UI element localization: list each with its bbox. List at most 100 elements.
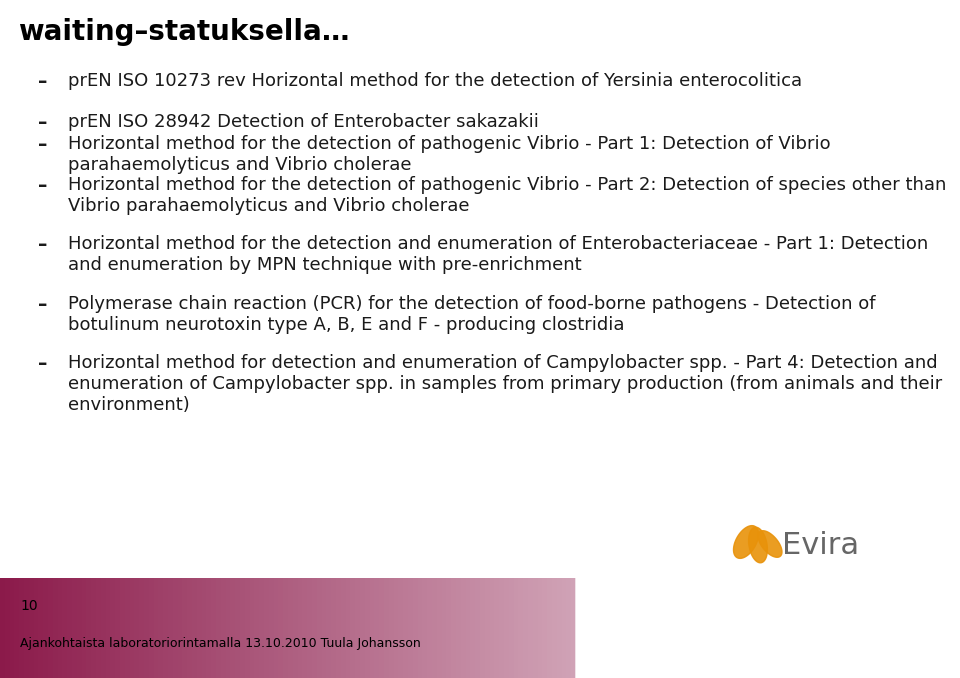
Bar — [62, 578, 67, 678]
Bar — [341, 578, 346, 678]
Bar — [782, 578, 787, 678]
Bar — [139, 578, 144, 678]
Bar — [470, 578, 475, 678]
Bar — [792, 578, 797, 678]
Polygon shape — [758, 531, 782, 557]
Bar — [403, 578, 408, 678]
Bar — [58, 578, 62, 678]
Text: 10: 10 — [20, 599, 37, 613]
Bar — [370, 578, 374, 678]
Text: prEN ISO 28942 Detection of Enterobacter sakazakii: prEN ISO 28942 Detection of Enterobacter… — [68, 113, 539, 131]
Bar — [806, 578, 811, 678]
Bar — [922, 578, 926, 678]
Bar — [869, 578, 874, 678]
Bar — [226, 578, 230, 678]
Text: Evira: Evira — [782, 530, 859, 559]
Bar — [490, 578, 494, 678]
Bar — [802, 578, 806, 678]
Bar — [274, 578, 278, 678]
Polygon shape — [576, 538, 960, 678]
Bar — [298, 578, 302, 678]
Bar — [115, 578, 120, 678]
Bar — [302, 578, 307, 678]
Bar — [326, 578, 331, 678]
Text: prEN ISO 10273 rev Horizontal method for the detection of Yersinia enterocolitic: prEN ISO 10273 rev Horizontal method for… — [68, 72, 803, 90]
Bar — [192, 578, 197, 678]
Bar — [312, 578, 317, 678]
Text: Ajankohtaista laboratoriorintamalla 13.10.2010 Tuula Johansson: Ajankohtaista laboratoriorintamalla 13.1… — [20, 637, 420, 650]
Bar — [571, 578, 576, 678]
Text: –: – — [38, 235, 47, 254]
Bar — [691, 578, 696, 678]
Bar — [144, 578, 149, 678]
Bar — [672, 578, 677, 678]
Bar — [528, 578, 533, 678]
Text: –: – — [38, 354, 47, 373]
Bar — [427, 578, 432, 678]
Bar — [710, 578, 715, 678]
Bar — [168, 578, 173, 678]
Bar — [581, 578, 586, 678]
Bar — [91, 578, 96, 678]
Bar — [173, 578, 178, 678]
Bar — [902, 578, 907, 678]
Bar — [758, 578, 763, 678]
Bar — [197, 578, 202, 678]
Text: Horizontal method for the detection of pathogenic Vibrio - Part 2: Detection of : Horizontal method for the detection of p… — [68, 176, 947, 215]
Bar — [494, 578, 499, 678]
Bar — [437, 578, 442, 678]
Bar — [442, 578, 446, 678]
Bar — [811, 578, 816, 678]
Bar — [110, 578, 115, 678]
Text: Horizontal method for the detection of pathogenic Vibrio - Part 1: Detection of : Horizontal method for the detection of p… — [68, 136, 830, 174]
Bar — [629, 578, 634, 678]
Bar — [350, 578, 355, 678]
Bar — [893, 578, 898, 678]
Bar — [787, 578, 792, 678]
Text: –: – — [38, 295, 47, 314]
Bar — [394, 578, 398, 678]
Bar — [557, 578, 562, 678]
Bar — [538, 578, 542, 678]
Bar — [821, 578, 826, 678]
Bar — [744, 578, 749, 678]
Bar — [413, 578, 418, 678]
Bar — [566, 578, 571, 678]
Bar — [10, 578, 14, 678]
Bar — [677, 578, 682, 678]
Bar — [749, 578, 754, 678]
Bar — [605, 578, 610, 678]
Bar — [154, 578, 158, 678]
Bar — [216, 578, 221, 678]
Bar — [230, 578, 235, 678]
Bar — [542, 578, 547, 678]
Bar — [701, 578, 706, 678]
Bar — [288, 578, 293, 678]
Bar — [250, 578, 254, 678]
Bar — [134, 578, 139, 678]
Bar — [120, 578, 125, 678]
Bar — [149, 578, 154, 678]
Bar — [725, 578, 730, 678]
Bar — [850, 578, 854, 678]
Bar — [264, 578, 269, 678]
Bar — [24, 578, 29, 678]
Bar — [14, 578, 19, 678]
Bar — [446, 578, 451, 678]
Bar — [202, 578, 206, 678]
Bar — [466, 578, 470, 678]
Bar — [878, 578, 883, 678]
Bar — [283, 578, 288, 678]
Bar — [768, 578, 773, 678]
Bar — [854, 578, 859, 678]
Text: Horizontal method for the detection and enumeration of Enterobacteriaceae - Part: Horizontal method for the detection and … — [68, 235, 928, 274]
Bar — [269, 578, 274, 678]
Bar — [586, 578, 590, 678]
Bar — [331, 578, 336, 678]
Bar — [82, 578, 86, 678]
Bar — [595, 578, 600, 678]
Text: –: – — [38, 72, 47, 91]
Bar — [379, 578, 384, 678]
Bar — [53, 578, 58, 678]
Bar — [883, 578, 888, 678]
